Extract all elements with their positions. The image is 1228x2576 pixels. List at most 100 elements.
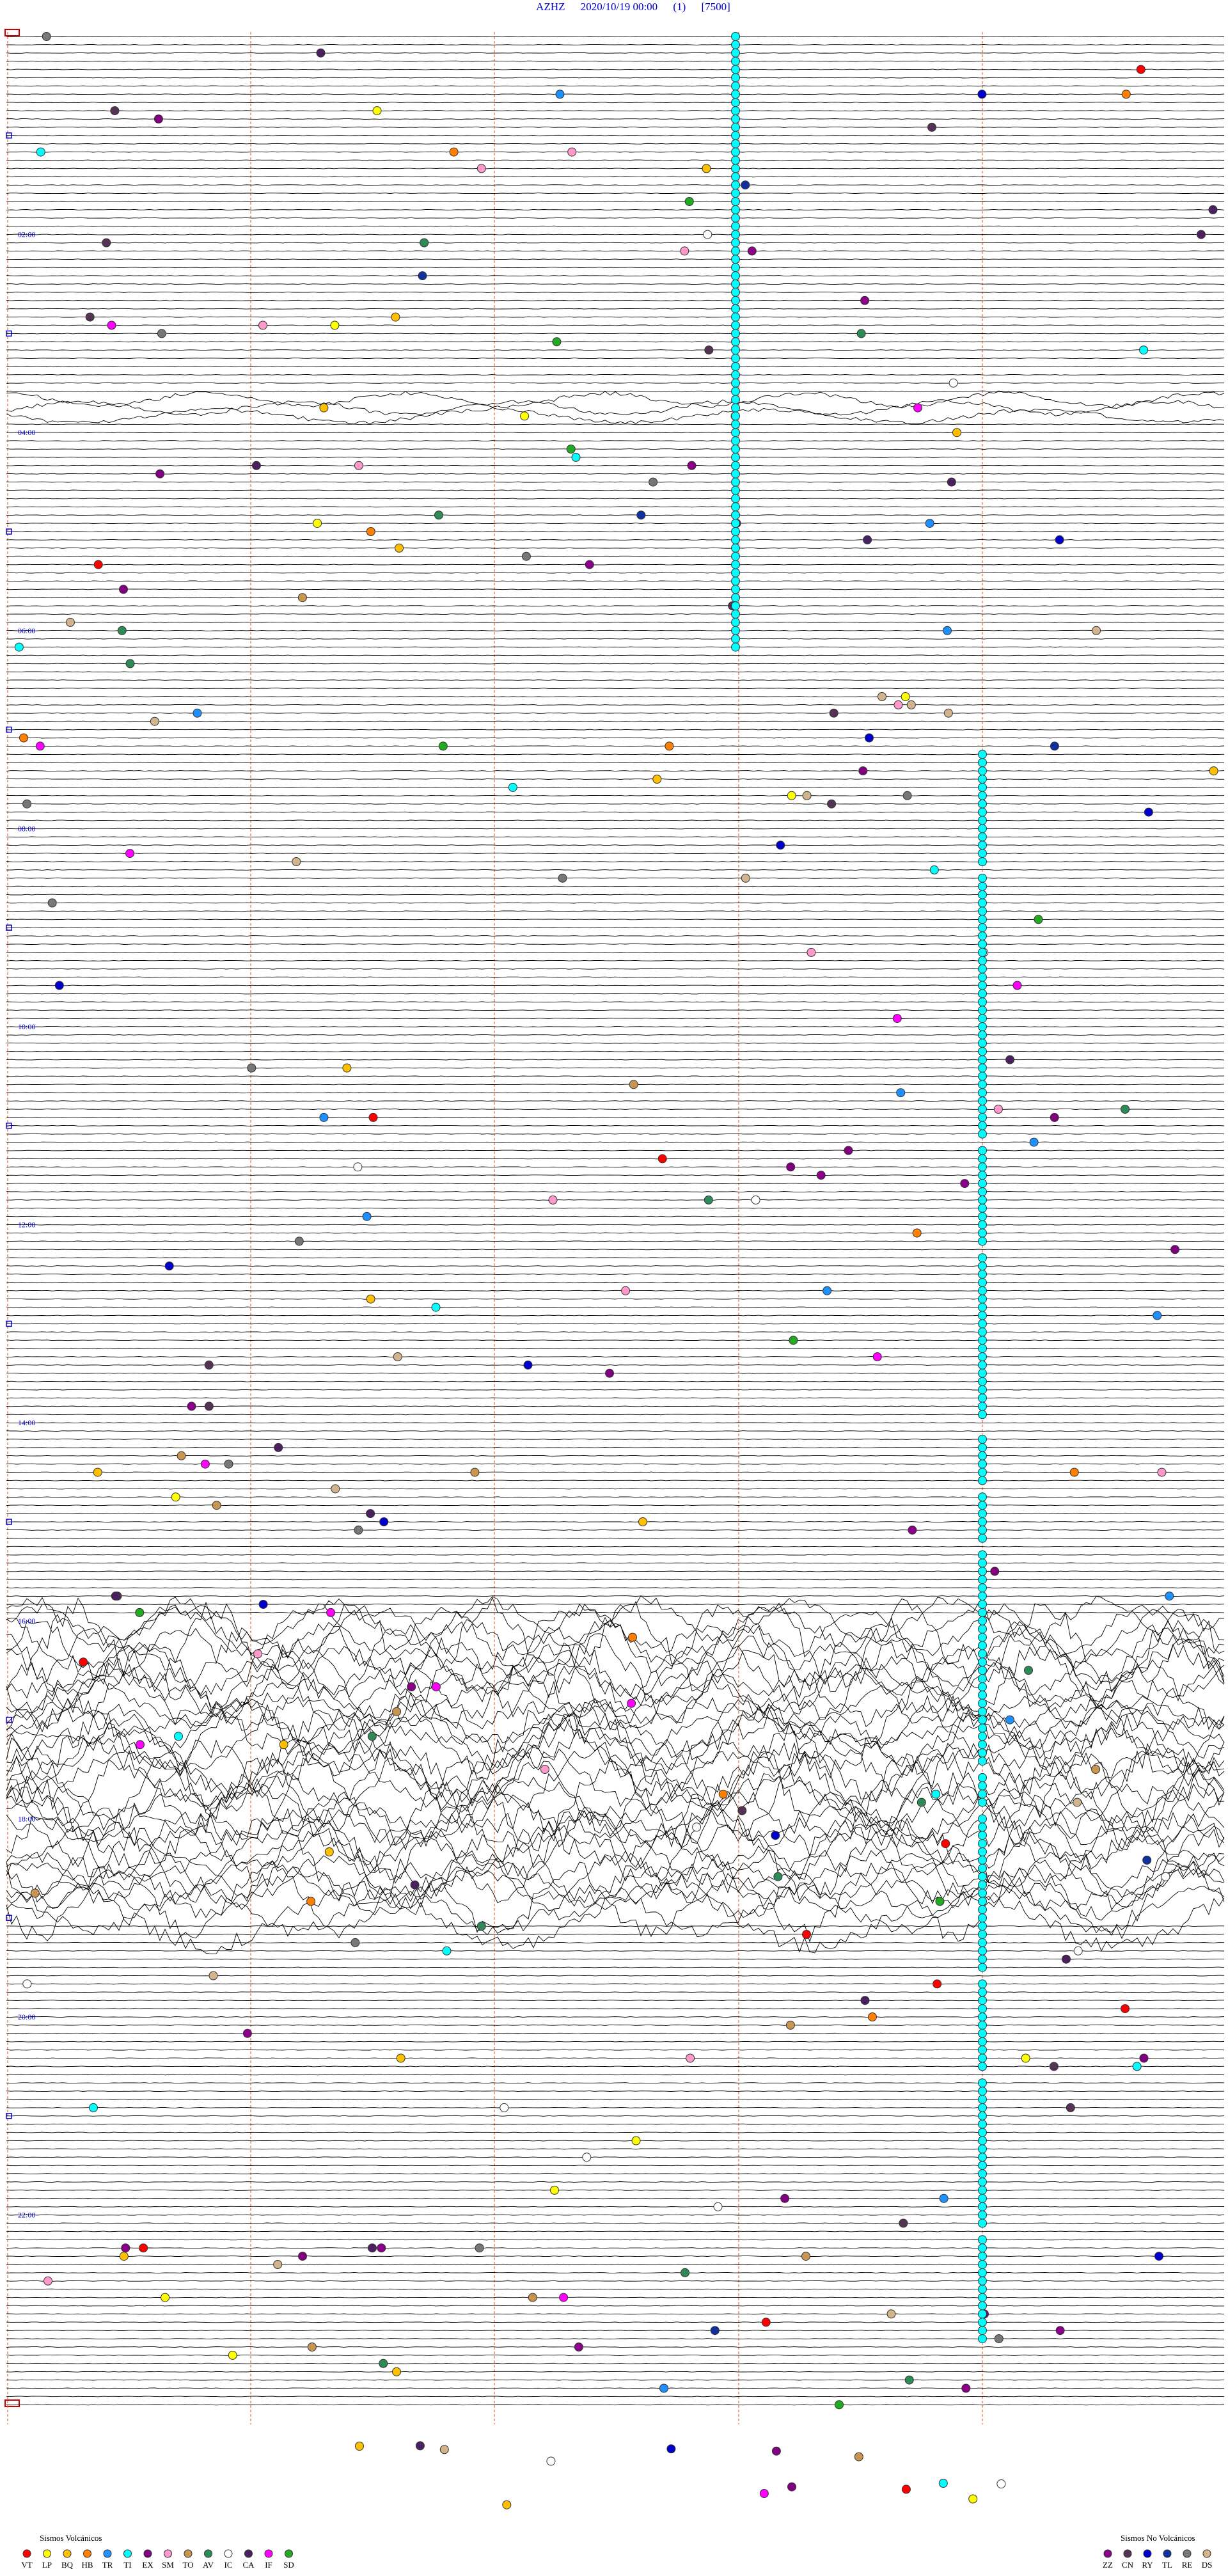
tremor-dot — [978, 989, 987, 999]
trace — [6, 2222, 1225, 2224]
tremor-dot — [978, 1690, 987, 1700]
event-dot — [1142, 1855, 1152, 1865]
tremor-dot — [978, 2177, 987, 2186]
tremor-dot — [978, 1377, 987, 1386]
legend-swatch — [1183, 2549, 1192, 2558]
tremor-dot — [731, 65, 740, 74]
trace — [6, 778, 1225, 780]
event-dot — [558, 873, 567, 883]
trace — [6, 1274, 1225, 1275]
trace — [6, 1034, 1225, 1036]
event-dot — [93, 1467, 102, 1477]
tremor-dot — [978, 2218, 987, 2228]
event-dot — [396, 2053, 405, 2063]
event-dot — [1121, 2004, 1130, 2014]
trace — [6, 2165, 1225, 2167]
tremor-dot — [978, 1402, 987, 1411]
tremor-dot — [978, 2284, 987, 2294]
tremor-dot — [731, 576, 740, 586]
event-dot — [418, 271, 427, 281]
tremor-dot — [731, 362, 740, 371]
tremor-dot — [978, 1336, 987, 1345]
tremor-dot — [978, 1930, 987, 1939]
trace — [6, 432, 1225, 434]
event-dot — [949, 378, 958, 388]
event-dot — [292, 857, 301, 866]
trace — [6, 2280, 1225, 2282]
event-dot — [475, 2243, 484, 2253]
event-dot — [1144, 807, 1153, 817]
tremor-dot — [978, 1880, 987, 1890]
legend-label: VT — [21, 2560, 32, 2570]
trace — [6, 1290, 1225, 1292]
event-dot — [636, 510, 646, 520]
tremor-dot — [978, 1055, 987, 1064]
tremor-dot — [978, 931, 987, 941]
trace — [6, 1281, 1224, 1283]
tremor-dot — [731, 551, 740, 561]
event-dot — [470, 1467, 480, 1477]
datetime: 2020/10/19 00:00 — [581, 1, 657, 13]
trace — [6, 93, 1225, 95]
trace — [6, 193, 1225, 194]
event-dot — [150, 716, 159, 726]
tremor-dot — [978, 1963, 987, 1972]
event-dot — [1132, 2062, 1142, 2071]
event-dot — [904, 2375, 914, 2385]
tremor-dot — [978, 2103, 987, 2112]
event-dot — [368, 1112, 378, 1122]
trace — [6, 1480, 1225, 1482]
tremor-dot — [731, 115, 740, 123]
legend-swatch — [123, 2549, 132, 2558]
event-dot — [1121, 1105, 1130, 1114]
tremor-dot — [731, 436, 740, 446]
event-dot — [941, 1839, 950, 1849]
event-dot — [902, 791, 912, 800]
tremor-dot — [978, 1071, 987, 1081]
event-dot — [827, 799, 837, 809]
event-dot — [1062, 1954, 1071, 1964]
trace — [6, 1925, 1224, 1927]
event-dot — [1069, 1467, 1079, 1477]
tremor-dot — [978, 1146, 987, 1155]
trace — [6, 1315, 1225, 1316]
trace — [6, 159, 1225, 161]
trace — [6, 1604, 1225, 1605]
event-dot — [1073, 1946, 1083, 1956]
tremor-dot — [978, 923, 987, 933]
event-dot — [574, 2343, 583, 2351]
event-dot — [209, 1971, 218, 1980]
tremor-dot — [978, 1467, 987, 1477]
event-dot — [1055, 2326, 1065, 2335]
tremor-dot — [978, 2153, 987, 2162]
event-dot — [704, 345, 714, 355]
event-dot — [1021, 2053, 1030, 2063]
tremor-dot — [978, 1129, 987, 1139]
trace — [6, 134, 1225, 136]
tremor-dot — [978, 1088, 987, 1098]
trace — [6, 473, 1225, 475]
tremor-dot — [978, 1327, 987, 1337]
event-dot — [258, 1600, 268, 1609]
event-dot — [89, 2103, 98, 2112]
tremor-dot — [978, 2111, 987, 2121]
event-dot — [1139, 345, 1149, 355]
trace — [6, 242, 1225, 244]
tremor-dot — [731, 139, 740, 148]
tremor-dot — [731, 502, 740, 512]
event-dot — [326, 1608, 336, 1617]
event-dot — [111, 1592, 120, 1601]
event-dot — [789, 1336, 798, 1345]
trace — [6, 869, 1225, 871]
tremor-dot — [978, 1294, 987, 1304]
trace — [6, 102, 1225, 104]
tremor-dot — [731, 296, 740, 305]
tremor-dot — [978, 1740, 987, 1750]
tremor-dot — [978, 1781, 987, 1790]
trace — [6, 1265, 1225, 1267]
tremor-dot — [731, 73, 740, 83]
event-dot — [684, 197, 694, 206]
legend-swatch — [1123, 2549, 1132, 2558]
event-dot — [174, 1732, 183, 1741]
